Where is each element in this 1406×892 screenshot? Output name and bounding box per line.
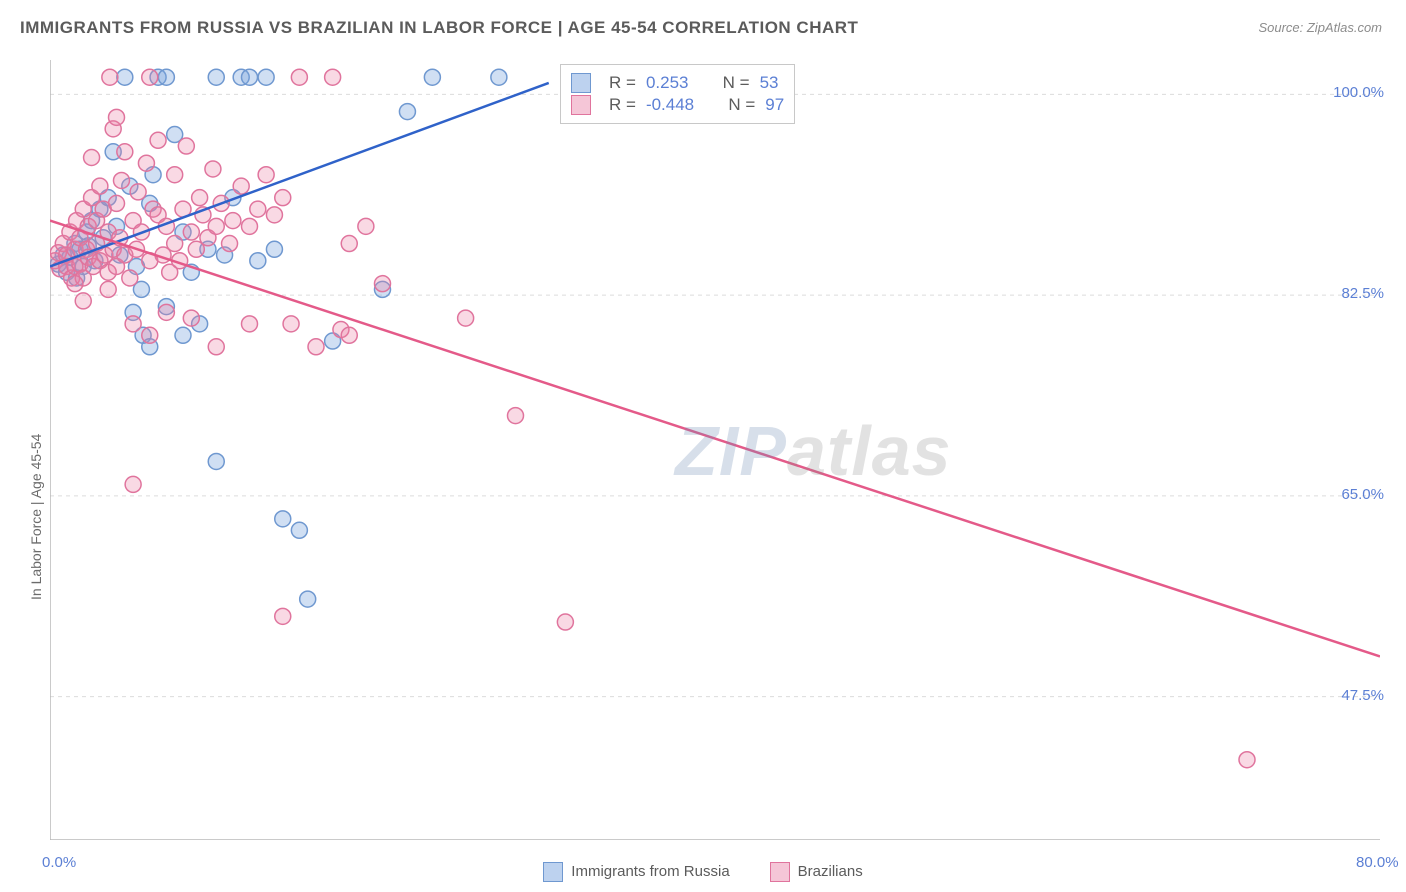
scatter-point <box>158 69 174 85</box>
scatter-point <box>557 614 573 630</box>
scatter-point <box>102 69 118 85</box>
scatter-point <box>208 453 224 469</box>
scatter-point <box>158 304 174 320</box>
legend-swatch <box>543 862 563 882</box>
y-tick-label: 65.0% <box>1341 486 1384 503</box>
scatter-point <box>142 69 158 85</box>
legend-swatch <box>571 73 591 93</box>
scatter-point <box>192 190 208 206</box>
scatter-point <box>300 591 316 607</box>
scatter-point <box>275 190 291 206</box>
scatter-point <box>266 241 282 257</box>
series-legend: Immigrants from Russia Brazilians <box>0 862 1406 882</box>
scatter-point <box>117 144 133 160</box>
scatter-point <box>130 184 146 200</box>
scatter-point <box>113 172 129 188</box>
y-axis-label: In Labor Force | Age 45-54 <box>28 434 44 600</box>
scatter-point <box>242 69 258 85</box>
scatter-point <box>283 316 299 332</box>
scatter-point <box>178 138 194 154</box>
scatter-point <box>291 522 307 538</box>
x-tick-label: 80.0% <box>1356 854 1399 871</box>
scatter-point <box>225 213 241 229</box>
scatter-point <box>222 236 238 252</box>
scatter-point <box>167 167 183 183</box>
y-tick-label: 47.5% <box>1341 687 1384 704</box>
scatter-point <box>92 178 108 194</box>
scatter-point <box>142 327 158 343</box>
source-label: Source: ZipAtlas.com <box>1258 20 1382 35</box>
scatter-point <box>109 109 125 125</box>
scatter-point <box>125 316 141 332</box>
scatter-point <box>424 69 440 85</box>
y-tick-label: 100.0% <box>1333 84 1384 101</box>
x-tick-label: 0.0% <box>42 854 76 871</box>
scatter-point <box>138 155 154 171</box>
scatter-point <box>84 150 100 166</box>
bottom-legend-item: Brazilians <box>770 862 863 882</box>
bottom-legend-label: Immigrants from Russia <box>571 863 729 880</box>
scatter-point <box>325 69 341 85</box>
scatter-point <box>508 408 524 424</box>
scatter-point <box>266 207 282 223</box>
scatter-point <box>175 327 191 343</box>
scatter-point <box>1239 752 1255 768</box>
scatter-point <box>208 69 224 85</box>
y-tick-label: 82.5% <box>1341 285 1384 302</box>
bottom-legend-item: Immigrants from Russia <box>543 862 729 882</box>
scatter-point <box>341 327 357 343</box>
scatter-point <box>122 270 138 286</box>
legend-swatch <box>571 95 591 115</box>
scatter-plot <box>50 60 1380 840</box>
scatter-point <box>358 218 374 234</box>
scatter-point <box>258 167 274 183</box>
scatter-point <box>67 276 83 292</box>
scatter-point <box>275 511 291 527</box>
scatter-point <box>458 310 474 326</box>
scatter-point <box>183 224 199 240</box>
scatter-point <box>258 69 274 85</box>
scatter-point <box>167 236 183 252</box>
legend-row: R = 0.253 N = 53 <box>571 73 784 93</box>
scatter-point <box>75 293 91 309</box>
legend-row: R = -0.448 N = 97 <box>571 95 784 115</box>
scatter-point <box>242 218 258 234</box>
scatter-point <box>117 69 133 85</box>
scatter-point <box>399 104 415 120</box>
scatter-point <box>242 316 258 332</box>
scatter-point <box>250 201 266 217</box>
scatter-point <box>275 608 291 624</box>
legend-swatch <box>770 862 790 882</box>
scatter-point <box>291 69 307 85</box>
scatter-point <box>205 161 221 177</box>
scatter-point <box>250 253 266 269</box>
scatter-point <box>491 69 507 85</box>
chart-title: IMMIGRANTS FROM RUSSIA VS BRAZILIAN IN L… <box>20 18 858 38</box>
correlation-legend: R = 0.253 N = 53R = -0.448 N = 97 <box>560 64 795 124</box>
scatter-point <box>233 178 249 194</box>
scatter-point <box>375 276 391 292</box>
scatter-point <box>125 476 141 492</box>
scatter-point <box>308 339 324 355</box>
scatter-point <box>183 310 199 326</box>
scatter-point <box>100 281 116 297</box>
scatter-point <box>109 195 125 211</box>
bottom-legend-label: Brazilians <box>798 863 863 880</box>
scatter-point <box>208 339 224 355</box>
scatter-point <box>341 236 357 252</box>
scatter-point <box>150 132 166 148</box>
scatter-point <box>208 218 224 234</box>
